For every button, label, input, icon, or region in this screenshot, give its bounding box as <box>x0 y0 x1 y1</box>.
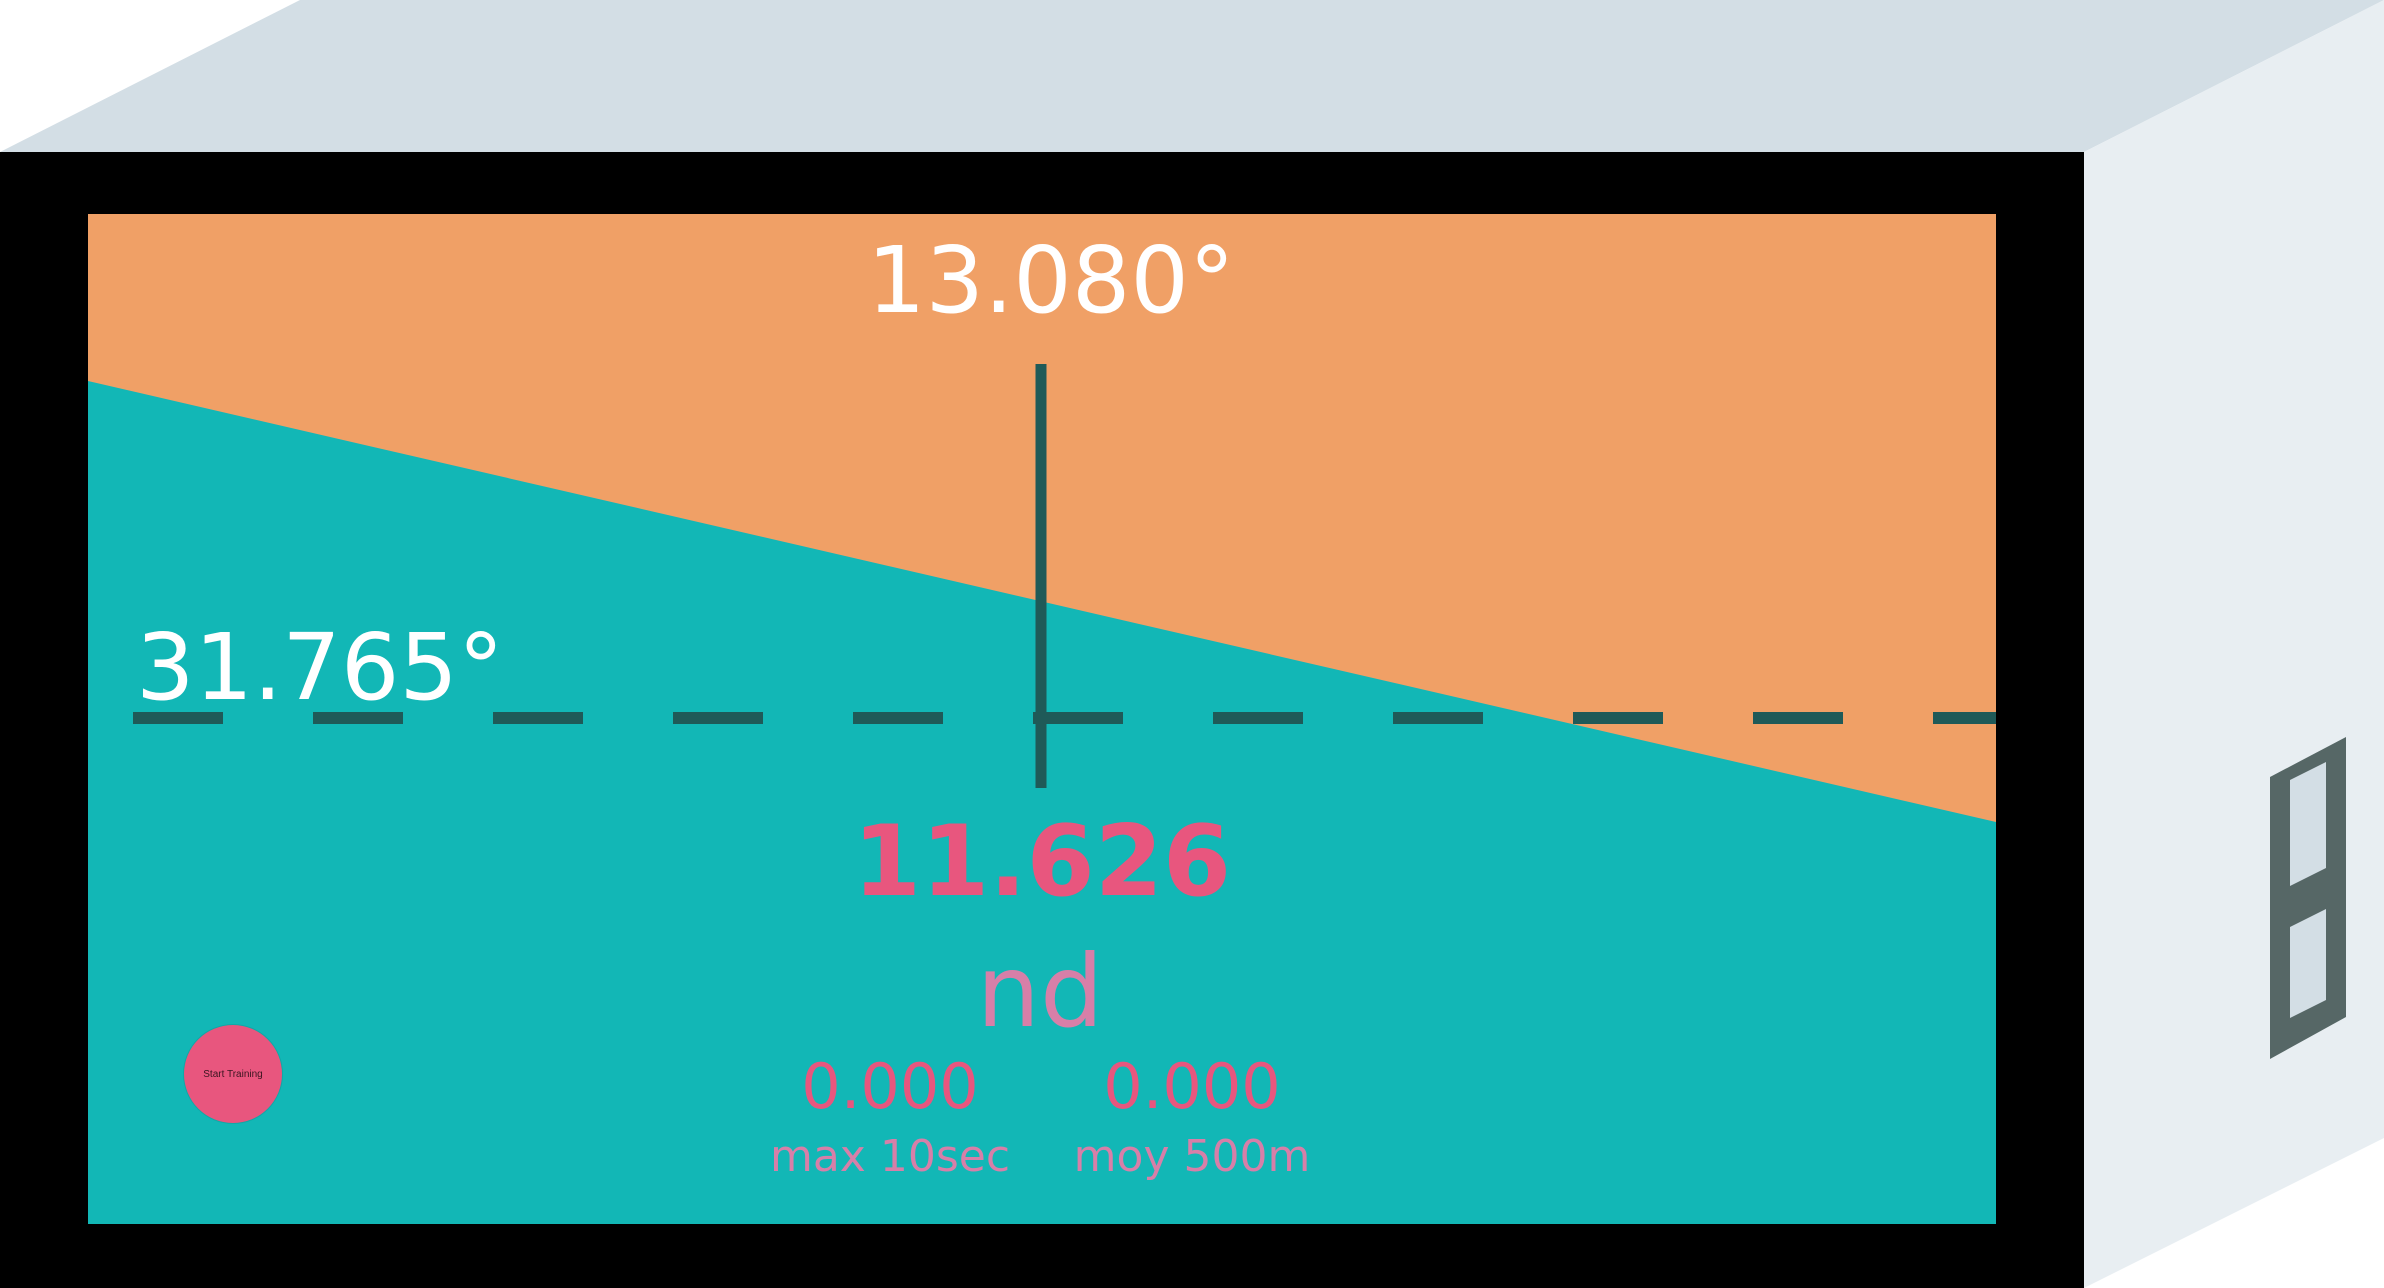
case-side-face <box>2084 0 2384 1288</box>
start-training-button[interactable]: Start Training <box>184 1025 282 1123</box>
battery-icon <box>2270 737 2346 1059</box>
artificial-horizon <box>88 214 1996 1224</box>
main-readout-unit: nd <box>976 933 1104 1050</box>
pitch-angle-value: 13.080° <box>867 227 1235 334</box>
start-training-label: Start Training <box>203 1068 263 1080</box>
max-10sec-value: 0.000 <box>801 1050 979 1123</box>
max-10sec-label: max 10sec <box>769 1131 1011 1182</box>
avg-500m-label: moy 500m <box>1073 1131 1311 1182</box>
main-readout-value: 11.626 <box>852 805 1232 919</box>
avg-500m-value: 0.000 <box>1103 1050 1281 1123</box>
case-top-face <box>0 0 2384 152</box>
ground-area <box>88 381 1996 1224</box>
roll-angle-value: 31.765° <box>136 614 504 721</box>
